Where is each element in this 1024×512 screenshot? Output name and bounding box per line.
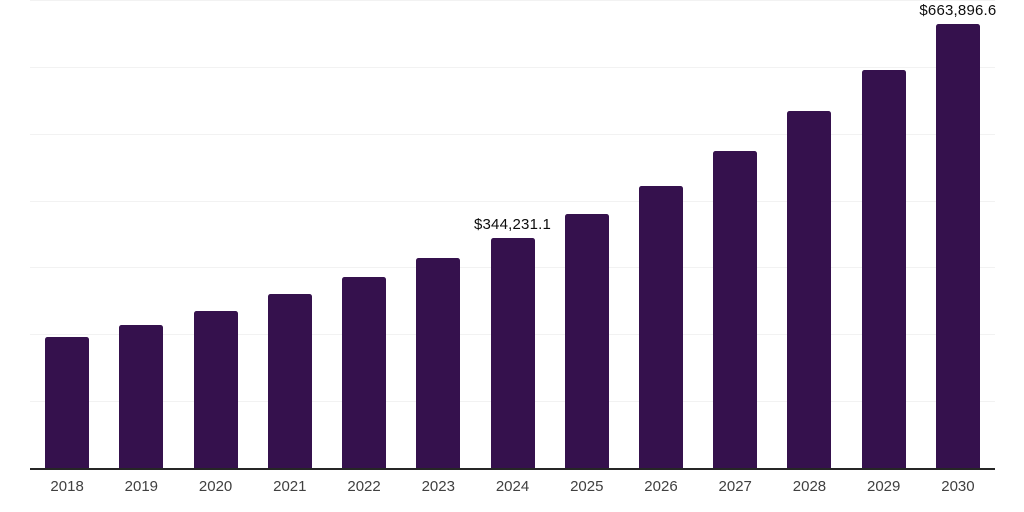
x-tick-label: 2024 <box>495 478 530 495</box>
bar-slot: $663,896.6 <box>919 0 997 468</box>
bar-slot <box>178 0 252 468</box>
bar-slot <box>253 0 327 468</box>
bar-value-label: $344,231.1 <box>473 215 552 233</box>
bar <box>713 151 758 468</box>
bar-slot <box>104 0 178 468</box>
bar-slot <box>327 0 401 468</box>
x-tick-label: 2027 <box>718 478 752 495</box>
plot-area: $344,231.1 $663,896.6 <box>30 0 997 470</box>
bar-slot: $344,231.1 <box>473 0 552 468</box>
bar <box>638 186 683 468</box>
x-axis-labels: 2018 2019 2020 2021 2022 2023 2024 2025 2026 2027… <box>30 478 995 495</box>
bar-slot <box>624 0 698 468</box>
gridline <box>30 66 995 68</box>
bar <box>935 24 980 468</box>
gridline <box>30 133 995 135</box>
x-tick-label: 2023 <box>421 478 455 495</box>
x-tick-label: 2026 <box>644 478 678 495</box>
x-tick-label: 2022 <box>347 478 381 495</box>
bar <box>564 213 609 468</box>
x-tick-label: 2021 <box>273 478 307 495</box>
bar <box>119 324 164 468</box>
bar <box>416 258 461 468</box>
bar-slot <box>847 0 921 468</box>
gridline <box>30 200 995 202</box>
x-tick-label: 2019 <box>124 478 159 495</box>
x-tick-label: 2029 <box>867 478 901 495</box>
bar-slot <box>401 0 475 468</box>
x-tick-label: 2020 <box>198 478 233 495</box>
bar <box>787 111 832 468</box>
gridline <box>30 0 995 1</box>
bar <box>193 310 238 468</box>
x-tick-label: 2028 <box>792 478 827 495</box>
bar-slot <box>772 0 846 468</box>
bar <box>861 70 906 468</box>
x-tick-label: 2030 <box>941 478 975 495</box>
bar-slot <box>550 0 624 468</box>
bar <box>342 276 387 468</box>
bars-row: $344,231.1 $663,896.6 <box>30 0 997 468</box>
bar <box>267 293 312 468</box>
bar <box>490 237 535 468</box>
bar-value-label: $663,896.6 <box>919 2 997 20</box>
bar-slot <box>30 0 104 468</box>
bar <box>45 336 90 468</box>
bar-slot <box>698 0 772 468</box>
x-tick-label: 2025 <box>570 478 604 495</box>
x-tick-label: 2018 <box>50 478 84 495</box>
